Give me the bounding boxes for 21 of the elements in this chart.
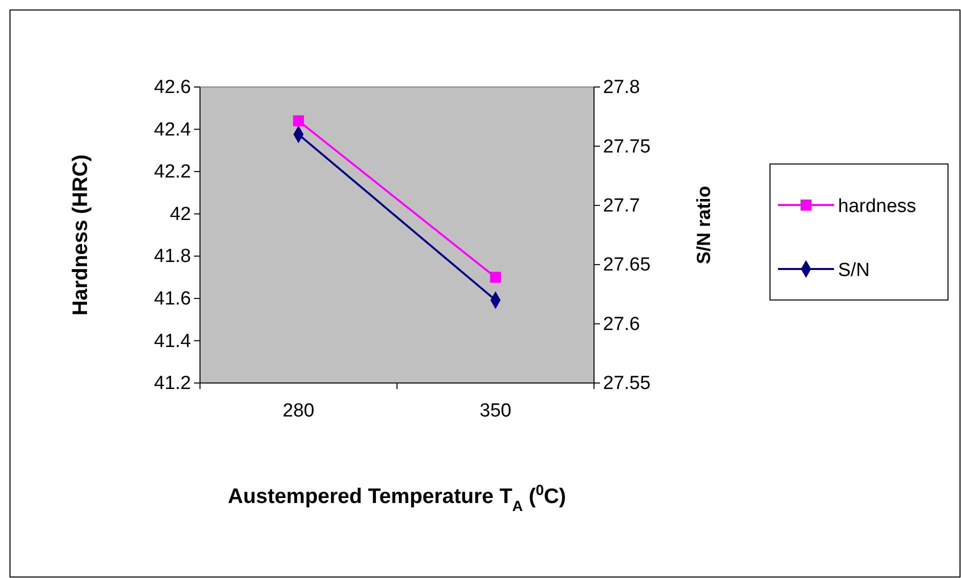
- y2-tick-label: 27.6: [603, 314, 640, 335]
- y-tick-label: 41.4: [154, 330, 192, 352]
- y-tick-label: 42.6: [154, 77, 191, 98]
- y-axis-title: Hardness (HRC): [69, 154, 92, 316]
- legend-label: S/N: [838, 260, 870, 281]
- y-tick-label: 42.4: [154, 119, 192, 140]
- y-tick-label: 41.6: [154, 288, 191, 310]
- y2-axis-title: S/N ratio: [694, 186, 715, 264]
- y-tick-label: 42.2: [154, 162, 191, 183]
- y-tick-label: 41.8: [154, 246, 191, 268]
- y-tick-label: 42: [170, 204, 191, 225]
- x-tick-label: 280: [282, 400, 314, 422]
- legend-label: hardness: [838, 196, 916, 217]
- y-tick-label: 41.2: [154, 373, 191, 394]
- y2-tick-label: 27.55: [603, 373, 651, 394]
- y2-tick-label: 27.8: [603, 77, 640, 98]
- y2-tick-label: 27.65: [603, 254, 651, 276]
- x-tick-label: 350: [480, 400, 512, 422]
- y2-tick-label: 27.75: [603, 136, 651, 158]
- x-axis-title: Austempered Temperature T$_{A}$ ($^{0}$C): [228, 483, 566, 515]
- y2-tick-label: 27.7: [603, 195, 640, 216]
